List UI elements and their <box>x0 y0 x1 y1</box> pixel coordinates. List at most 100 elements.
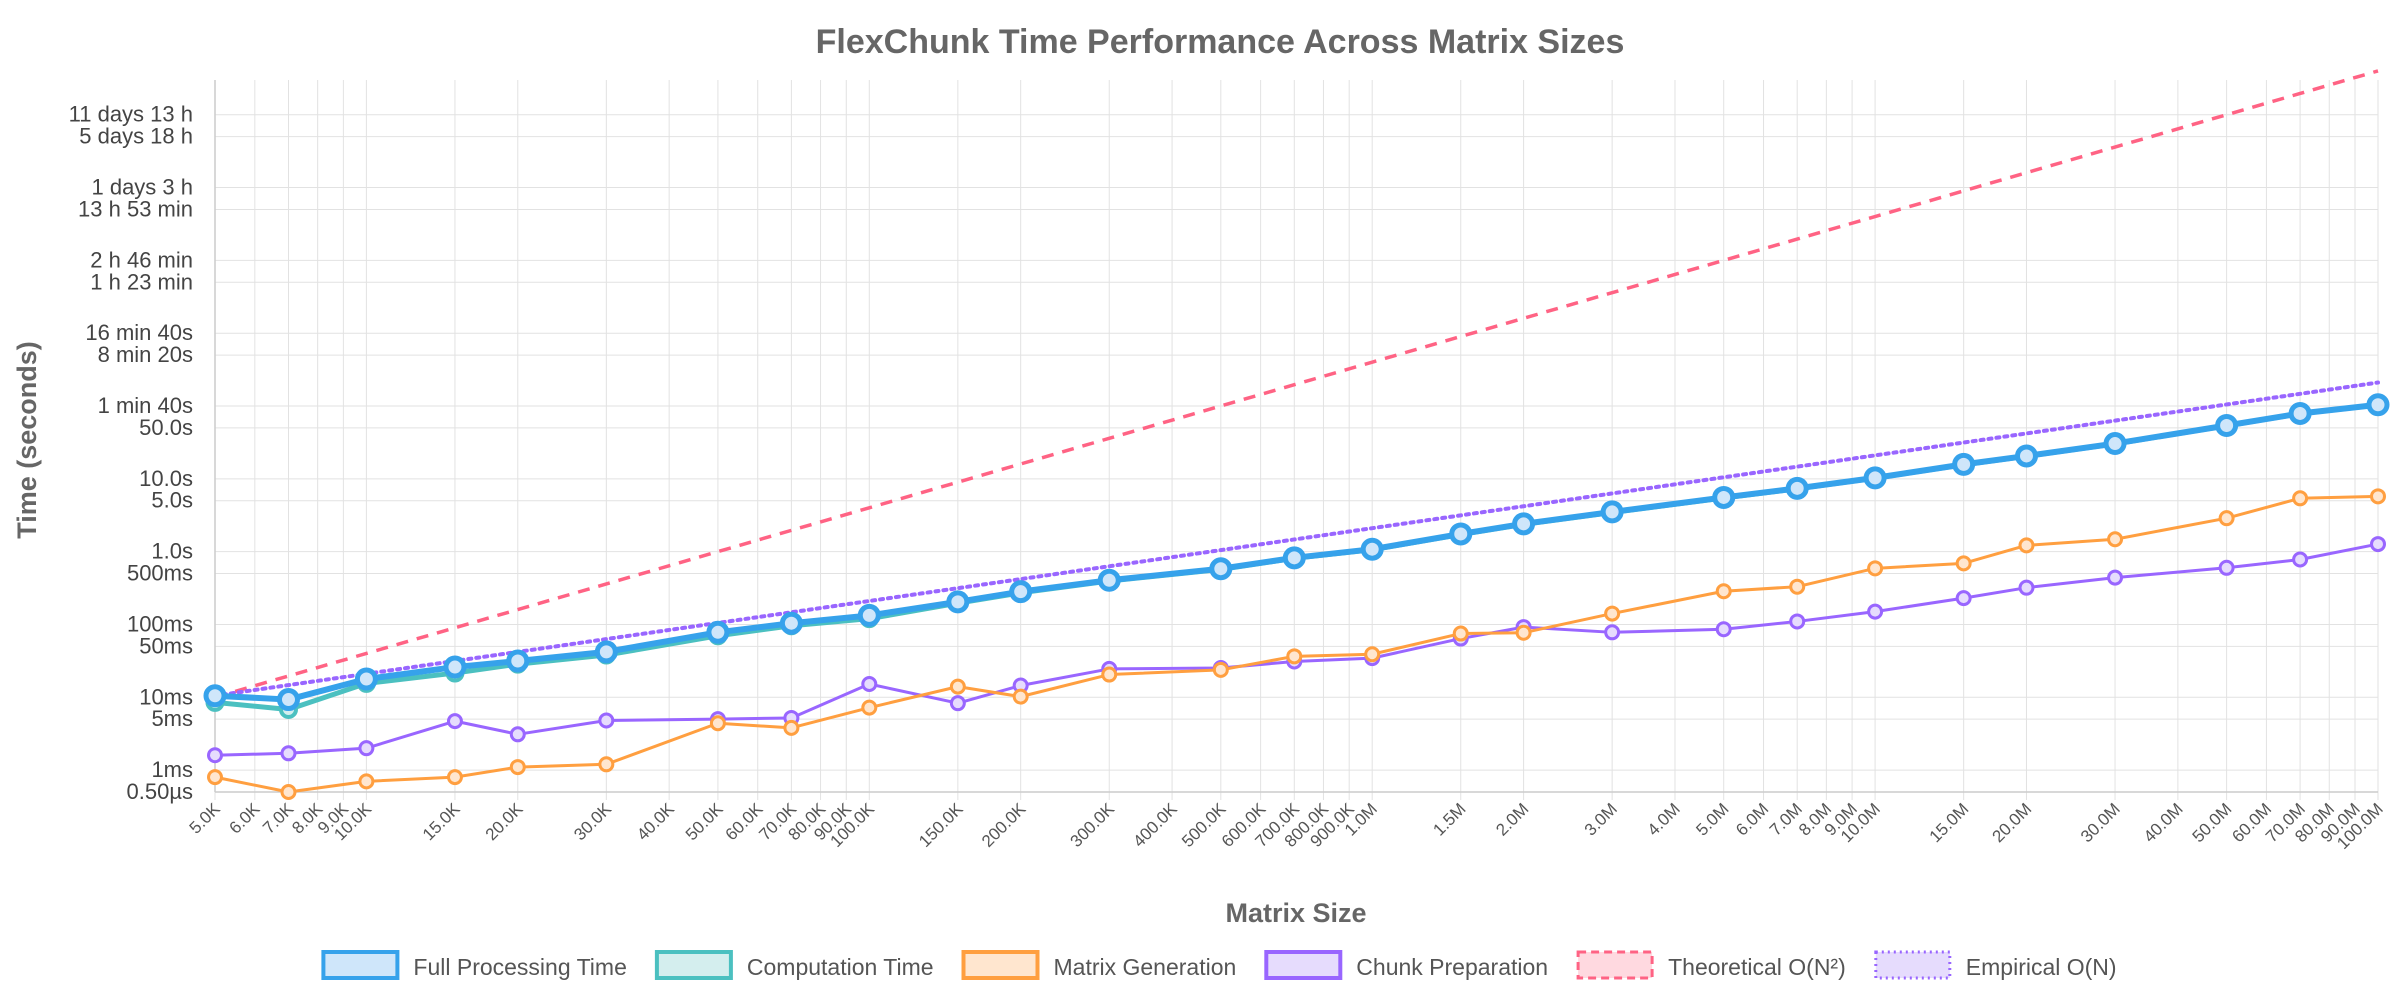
y-tick-label: 5ms <box>151 706 193 731</box>
x-tick-label: 7.0M <box>1766 799 1806 839</box>
x-tick-label: 30.0M <box>2077 799 2124 846</box>
x-tick-label: 20.0M <box>1988 799 2035 846</box>
data-point-chunk-preparation <box>2218 559 2235 576</box>
data-point-matrix-generation <box>1789 578 1806 595</box>
legend-item-full-processing-time[interactable]: Full Processing Time <box>321 950 627 980</box>
data-point-matrix-generation <box>1286 648 1303 665</box>
y-tick-label: 1.0s <box>151 539 193 564</box>
legend-item-computation-time[interactable]: Computation Time <box>654 950 934 980</box>
legend-label: Full Processing Time <box>413 954 626 980</box>
data-point-chunk-preparation <box>1867 603 1884 620</box>
legend-item-chunk-preparation[interactable]: Chunk Preparation <box>1264 950 1548 980</box>
data-point-full-processing-time <box>203 684 227 708</box>
data-point-matrix-generation <box>1012 688 1029 705</box>
y-tick-label: 500ms <box>127 561 193 586</box>
series-line-empirical-o-n <box>213 380 2380 698</box>
data-point-full-processing-time <box>706 620 730 644</box>
data-point-full-processing-time <box>1097 568 1121 592</box>
legend: Full Processing Time Computation Time Matr… <box>321 950 2117 980</box>
data-point-matrix-generation <box>1604 605 1621 622</box>
x-tick-label: 1.5M <box>1429 799 1469 839</box>
data-point-matrix-generation <box>1867 560 1884 577</box>
y-tick-label: 5.0s <box>151 488 193 513</box>
data-point-full-processing-time <box>779 611 803 635</box>
data-point-full-processing-time <box>1952 452 1976 476</box>
data-point-matrix-generation <box>1101 666 1118 683</box>
data-point-full-processing-time <box>1863 466 1887 490</box>
series-line-matrix-generation <box>214 494 2379 794</box>
legend-swatch <box>654 950 733 980</box>
data-point-full-processing-time <box>1449 522 1473 546</box>
data-point-matrix-generation <box>1515 624 1532 641</box>
legend-label: Computation Time <box>747 954 934 980</box>
data-point-chunk-preparation <box>2370 536 2386 553</box>
x-tick-label: 300.0K <box>1067 799 1119 851</box>
y-tick-label: 1 min 40s <box>98 393 193 418</box>
data-point-full-processing-time <box>1009 580 1033 604</box>
x-tick-label: 20.0K <box>482 799 527 844</box>
y-tick-label: 50ms <box>139 633 193 658</box>
legend-label: Theoretical O(N²) <box>1668 954 1846 980</box>
data-point-full-processing-time <box>1600 500 1624 524</box>
x-tick-label: 3.0M <box>1581 799 1621 839</box>
data-point-matrix-generation <box>783 719 800 736</box>
x-tick-label: 50.0M <box>2189 799 2236 846</box>
data-point-matrix-generation <box>509 759 526 776</box>
y-tick-label: 1 days 3 h <box>91 175 193 200</box>
y-tick-label: 50.0s <box>139 415 193 440</box>
x-tick-label: 150.0K <box>915 799 967 851</box>
data-point-chunk-preparation <box>949 695 966 712</box>
legend-swatch <box>1264 950 1343 980</box>
y-tick-label: 100ms <box>127 611 193 636</box>
data-point-chunk-preparation <box>2107 569 2124 586</box>
data-point-chunk-preparation <box>509 726 526 743</box>
x-tick-label: 6.0K <box>225 799 264 838</box>
data-point-full-processing-time <box>1282 546 1306 570</box>
grid <box>214 80 2379 800</box>
data-point-chunk-preparation <box>1715 621 1732 638</box>
legend-item-theoretical-o-n[interactable]: Theoretical O(N²) <box>1576 950 1846 980</box>
y-axis-title: Time (seconds) <box>12 341 42 539</box>
data-point-matrix-generation <box>2018 537 2035 554</box>
data-point-full-processing-time <box>2215 413 2239 437</box>
data-point-matrix-generation <box>1364 646 1381 663</box>
data-point-full-processing-time <box>276 688 300 712</box>
legend-item-matrix-generation[interactable]: Matrix Generation <box>961 950 1237 980</box>
data-point-matrix-generation <box>1212 661 1229 678</box>
series-empirical-o-n <box>213 380 2380 698</box>
data-point-chunk-preparation <box>1604 624 1621 641</box>
legend-swatch <box>321 950 400 980</box>
y-tick-label: 2 h 46 min <box>90 247 193 272</box>
legend-swatch <box>1874 950 1952 980</box>
y-tick-label: 1ms <box>151 757 193 782</box>
data-point-matrix-generation <box>709 715 726 732</box>
data-point-matrix-generation <box>207 769 223 786</box>
y-tick-label: 1 h 23 min <box>90 269 193 294</box>
data-point-chunk-preparation <box>1789 613 1806 630</box>
data-point-full-processing-time <box>1512 512 1536 536</box>
data-point-full-processing-time <box>1785 476 1809 500</box>
data-point-full-processing-time <box>594 640 618 664</box>
data-point-matrix-generation <box>2107 531 2124 548</box>
data-point-matrix-generation <box>446 769 463 786</box>
data-point-full-processing-time <box>2014 444 2038 468</box>
y-tick-label: 0.50µs <box>127 779 194 804</box>
data-point-full-processing-time <box>946 590 970 614</box>
data-point-full-processing-time <box>506 649 530 673</box>
legend-label: Matrix Generation <box>1054 954 1237 980</box>
data-point-matrix-generation <box>949 678 966 695</box>
legend-label: Chunk Preparation <box>1356 954 1548 980</box>
data-point-chunk-preparation <box>207 747 223 764</box>
data-point-chunk-preparation <box>598 712 615 729</box>
data-point-full-processing-time <box>1209 557 1233 581</box>
data-point-full-processing-time <box>857 603 881 627</box>
x-tick-label: 15.0K <box>419 799 464 844</box>
data-point-matrix-generation <box>1715 583 1732 600</box>
legend-item-empirical-o-n[interactable]: Empirical O(N) <box>1874 950 2117 980</box>
x-tick-label: 5.0M <box>1692 799 1732 839</box>
y-tick-label: 8 min 20s <box>98 342 193 367</box>
data-point-matrix-generation <box>1955 555 1972 572</box>
y-tick-label: 13 h 53 min <box>78 196 193 221</box>
